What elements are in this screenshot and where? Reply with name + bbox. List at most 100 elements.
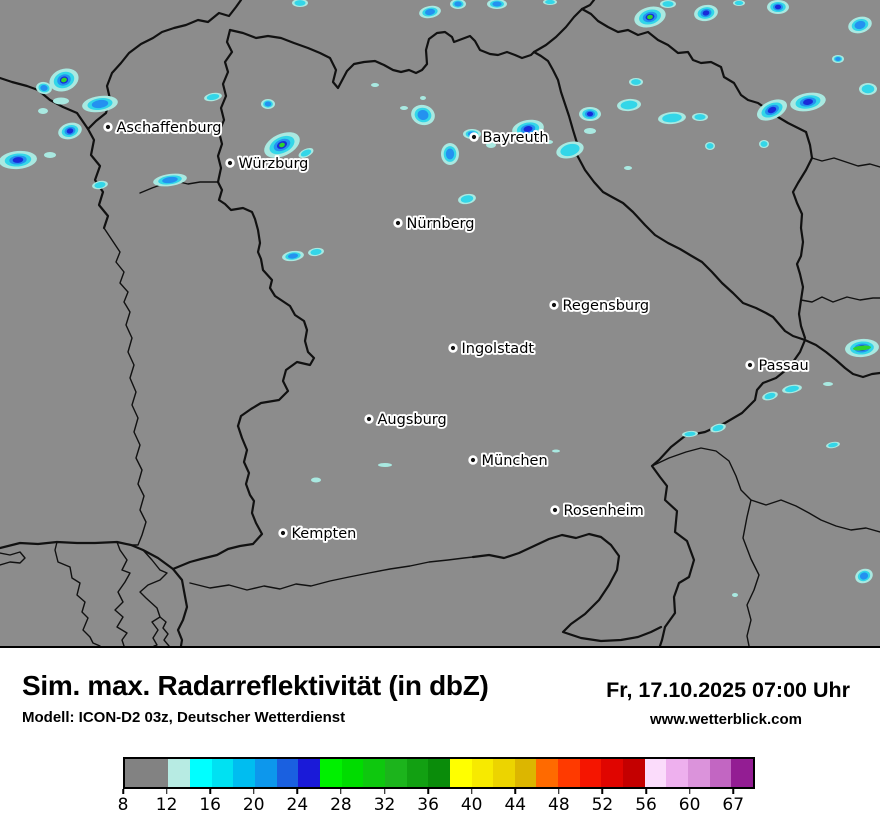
radar-echo [264,132,300,158]
colorbar-tick-mark [427,789,429,794]
radar-echo [58,122,82,140]
radar-echo [658,111,686,125]
forecast-datetime: Fr, 17.10.2025 07:00 Uhr [606,678,850,702]
city-label: Bayreuth [483,130,549,146]
radar-echo [441,143,459,165]
radar-echo [49,68,79,92]
radar-echo [261,99,275,109]
radar-echo [624,166,632,170]
radar-echo [859,83,877,95]
colorbar-segment [233,759,255,787]
colorbar-segment [471,759,494,787]
colorbar-tick-label: 20 [242,795,265,815]
radar-echo [556,141,584,159]
radar-echo [845,338,879,358]
colorbar-segment [125,759,169,787]
radar-echo [629,78,643,86]
radar-echo [419,5,441,19]
colorbar-tick-label: 44 [504,795,527,815]
city-dot-icon [393,218,403,228]
colorbar-segment [211,759,234,787]
city-dot-icon [448,343,458,353]
radar-echo [411,104,435,126]
radar-echo [458,193,476,205]
radar-echo [82,95,118,113]
city-label: Passau [759,358,809,374]
city-markers: Aschaffenburg Würzburg Bayreuth Nürnberg Reg… [103,118,811,544]
radar-echo [584,128,596,134]
colorbar-tick-mark [296,789,299,794]
city-marker-muenchen: München [468,451,550,471]
radar-echo [617,98,641,112]
colorbar-segment [579,759,602,787]
city-dot-icon [225,158,235,168]
radar-echo [545,140,553,144]
city-label: Nürnberg [407,216,475,232]
colorbar-segment [666,759,689,787]
colorbar-tick-label: 24 [286,795,309,815]
colorbar-tick-mark [122,789,124,794]
city-dot-icon [549,300,559,310]
radar-echo [848,16,872,34]
city-dot-icon [745,360,755,370]
colorbar-tick-label: 60 [678,795,701,815]
colorbar-tick-label: 8 [117,795,129,815]
colorbar-tick-label: 67 [722,795,745,815]
radar-echo [0,150,37,170]
colorbar-segment [363,759,385,787]
colorbar-tick-label: 28 [330,795,352,815]
city-label: München [482,453,548,469]
colorbar-tick-mark [688,789,691,794]
colorbar-segment [341,759,364,787]
page-title: Sim. max. Radarreflektivität (in dbZ) [22,670,489,701]
colorbar-tick-label: 56 [635,795,657,815]
radar-echo [705,142,715,150]
radar-echo [543,0,557,5]
radar-echo [692,113,708,121]
radar-echo [450,0,466,9]
radar-echo [790,92,826,112]
colorbar-tick-mark [340,789,342,794]
city-marker-regensburg: Regensburg [549,296,651,316]
colorbar-tick-label: 32 [373,795,396,815]
colorbar-segment [298,759,320,787]
radar-echo [308,247,324,257]
colorbar-segment [558,759,580,787]
city-dot-icon [469,132,479,142]
radar-echo [92,180,108,190]
website-url: www.wetterblick.com [650,711,802,728]
radar-echo [371,83,379,87]
colorbar-tick-mark [209,789,211,794]
radar-echo [298,148,314,158]
city-label: Augsburg [378,412,447,428]
city-label: Rosenheim [564,503,644,519]
colorbar-tick-mark [732,789,734,794]
city-marker-nuernberg: Nürnberg [393,214,476,234]
map-canvas: Aschaffenburg Würzburg Bayreuth Nürnberg Reg… [0,0,880,646]
radar-map: Aschaffenburg Würzburg Bayreuth Nürnberg Reg… [0,0,880,648]
colorbar-tick-mark [645,789,647,794]
city-dot-icon [278,528,288,538]
radar-echo [782,384,802,394]
colorbar-segment [514,759,537,787]
colorbar-tick-label: 52 [591,795,614,815]
radar-echo [757,99,787,121]
radar-echo [400,106,408,110]
radar-echo [579,107,601,121]
radar-echo [378,463,392,467]
radar-echo [682,430,698,438]
radar-echo [634,6,666,28]
colorbar-tick-mark [601,789,604,794]
radar-echo [38,108,48,114]
radar-echo [53,97,69,105]
radar-echo [732,593,738,597]
radar-echo [153,173,187,187]
city-label: Ingolstadt [462,341,535,357]
colorbar-tick-mark [514,789,517,794]
reflectivity-colorbar [123,757,755,789]
colorbar-tick-label: 12 [155,795,178,815]
colorbar-tick-label: 36 [417,795,439,815]
colorbar-segment [623,759,645,787]
city-marker-rosenheim: Rosenheim [550,501,646,521]
colorbar-segment [688,759,710,787]
